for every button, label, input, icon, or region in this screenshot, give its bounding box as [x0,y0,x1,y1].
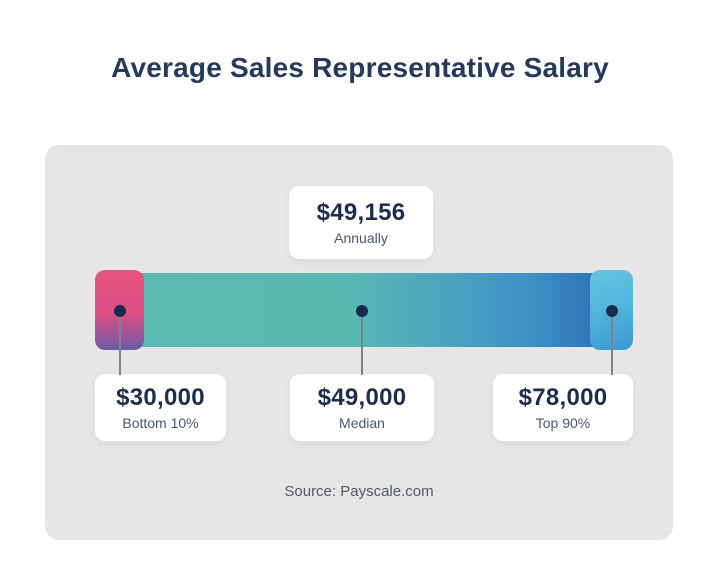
median-value: $49,000 [317,384,407,411]
salary-range-bar [95,270,633,350]
median-label: Median [339,415,385,431]
median-card: $49,000 Median [290,374,434,441]
bottom-10-card: $30,000 Bottom 10% [95,374,226,441]
top-90-dot-icon [606,305,618,317]
top-90-label: Top 90% [535,415,591,431]
top-90-connector-line [611,317,613,375]
annual-salary-value: $49,156 [316,199,406,226]
annual-salary-label: Annually [334,230,388,246]
median-dot-icon [356,305,368,317]
top-90-value: $78,000 [518,384,608,411]
page-title: Average Sales Representative Salary [111,52,609,83]
annual-salary-card: $49,156 Annually [289,186,433,259]
median-connector-line [361,317,363,375]
bottom-10-value: $30,000 [116,384,205,411]
top-90-card: $78,000 Top 90% [493,374,633,441]
bottom-10-label: Bottom 10% [122,415,199,431]
bottom-10-dot-icon [114,305,126,317]
chart-panel: $49,156 Annually $30,000 Bottom 10% $49,… [45,145,673,540]
bottom-10-connector-line [119,317,121,375]
source-attribution: Source: Payscale.com [284,483,434,500]
